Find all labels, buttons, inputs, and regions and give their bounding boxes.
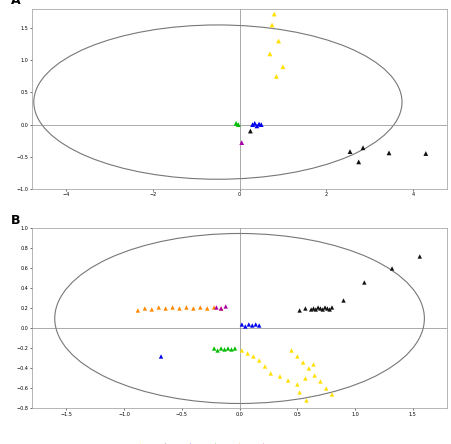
Point — [302, 397, 309, 404]
Point — [310, 372, 318, 379]
Point — [293, 381, 300, 388]
Point — [148, 306, 155, 313]
Point — [360, 279, 367, 286]
Point — [415, 253, 423, 260]
Point — [238, 139, 245, 146]
Point — [217, 305, 224, 312]
Point — [312, 306, 319, 313]
Point — [227, 346, 235, 353]
Point — [252, 321, 259, 328]
Point — [272, 73, 279, 80]
Point — [255, 120, 262, 127]
Point — [255, 322, 262, 329]
Point — [325, 306, 332, 313]
Point — [224, 345, 231, 352]
Point — [248, 322, 255, 329]
Text: B: B — [11, 214, 20, 227]
Legend: D6, D8, D9, E4, E6, E7: D6, D8, D9, E4, E6, E7 — [133, 443, 278, 444]
Point — [196, 304, 203, 311]
Point — [318, 306, 326, 313]
Point — [309, 361, 317, 368]
Point — [293, 353, 300, 360]
Point — [316, 378, 323, 385]
Point — [182, 304, 189, 311]
Point — [249, 353, 257, 360]
Point — [309, 305, 317, 312]
Point — [339, 297, 346, 304]
Point — [284, 377, 291, 384]
Point — [327, 391, 335, 398]
Point — [221, 303, 229, 310]
Point — [141, 305, 148, 312]
Point — [316, 305, 323, 312]
Point — [157, 353, 164, 360]
Point — [301, 375, 308, 382]
Point — [268, 21, 275, 28]
Point — [323, 305, 330, 312]
Point — [255, 357, 262, 364]
Point — [251, 120, 258, 127]
Point — [295, 307, 303, 314]
Point — [327, 304, 335, 311]
Point — [212, 304, 220, 311]
Point — [270, 11, 277, 18]
Point — [421, 150, 428, 157]
Point — [385, 149, 392, 156]
Point — [387, 265, 395, 272]
Point — [244, 321, 252, 328]
Point — [203, 305, 210, 312]
Point — [301, 305, 308, 312]
Point — [261, 363, 268, 370]
Point — [221, 346, 228, 353]
Point — [169, 304, 176, 311]
Point — [295, 389, 303, 396]
Point — [175, 305, 183, 312]
Point — [134, 307, 141, 314]
Point — [266, 50, 273, 57]
Point — [253, 123, 260, 130]
Point — [304, 365, 312, 372]
Point — [189, 305, 197, 312]
Point — [257, 121, 264, 128]
Point — [249, 121, 256, 128]
Point — [155, 304, 162, 311]
Text: A: A — [11, 0, 20, 7]
Point — [279, 63, 286, 70]
Point — [210, 304, 217, 311]
Point — [234, 121, 241, 128]
Point — [307, 306, 314, 313]
Point — [274, 37, 281, 44]
Point — [217, 345, 224, 352]
Point — [359, 144, 366, 151]
Point — [217, 305, 224, 312]
Point — [321, 304, 328, 311]
Point — [299, 359, 306, 366]
Point — [238, 347, 245, 354]
Point — [241, 323, 249, 330]
Point — [231, 345, 238, 352]
Point — [314, 304, 321, 311]
Point — [246, 127, 253, 135]
Point — [161, 305, 169, 312]
Point — [354, 159, 362, 166]
Point — [238, 321, 245, 328]
Point — [322, 385, 329, 392]
Point — [276, 373, 283, 380]
Point — [244, 350, 251, 357]
Point — [267, 370, 274, 377]
Point — [287, 347, 295, 354]
Point — [210, 345, 217, 352]
Point — [345, 148, 353, 155]
Point — [232, 120, 239, 127]
Point — [213, 347, 221, 354]
